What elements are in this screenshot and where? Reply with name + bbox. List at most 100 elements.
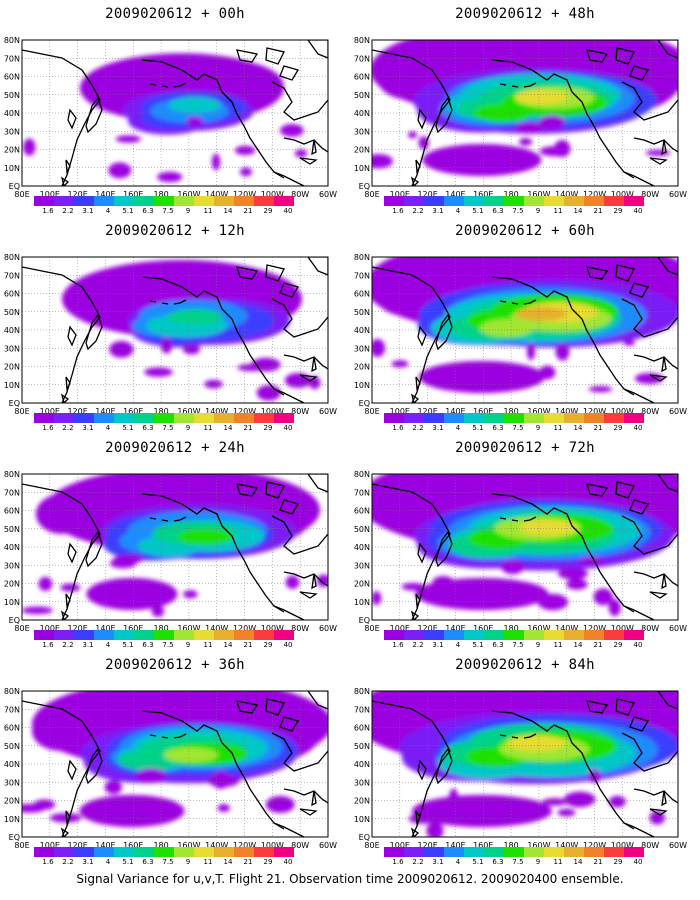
lat-label: 80N bbox=[4, 470, 20, 479]
colorbar-swatch bbox=[234, 413, 254, 423]
contour-region bbox=[608, 599, 621, 617]
lat-label: EQ bbox=[9, 616, 20, 625]
contour-region bbox=[133, 595, 157, 604]
colorbar-swatch bbox=[464, 847, 484, 857]
colorbar-swatch bbox=[34, 196, 54, 206]
colorbar-level: 2.2 bbox=[62, 858, 74, 866]
lat-label: 40N bbox=[354, 326, 370, 335]
colorbar-level: 21 bbox=[593, 207, 603, 215]
colorbar-swatch bbox=[504, 413, 524, 423]
colorbar-swatch bbox=[504, 847, 524, 857]
lat-label: EQ bbox=[9, 399, 20, 408]
colorbar-level: 3.1 bbox=[432, 641, 444, 649]
lon-label: 60W bbox=[319, 407, 337, 416]
colorbar-swatch bbox=[94, 413, 114, 423]
lat-label: 60N bbox=[4, 724, 20, 733]
colorbar-level: 29 bbox=[613, 858, 623, 866]
colorbar-level: 9 bbox=[185, 207, 191, 215]
lon-label: 140W bbox=[555, 407, 578, 416]
colorbar-swatch bbox=[54, 413, 74, 423]
lat-label: 80N bbox=[354, 687, 370, 696]
colorbar-level: 29 bbox=[263, 207, 273, 215]
coastline bbox=[649, 139, 668, 165]
colorbar-swatch bbox=[94, 196, 114, 206]
lon-label: 80W bbox=[641, 190, 659, 199]
variance-field bbox=[62, 260, 321, 401]
coastline bbox=[417, 542, 427, 564]
lon-label: 60W bbox=[669, 407, 687, 416]
map-panel: 2009020612 + 60h 80N 70N 60N 50N 40N 30N 20N 10N… bbox=[350, 217, 700, 435]
colorbar-level: 3.1 bbox=[82, 207, 94, 215]
lon-label: 100W bbox=[261, 841, 284, 850]
contour-region bbox=[449, 788, 459, 806]
lat-label: 80N bbox=[4, 36, 20, 45]
colorbar-swatch bbox=[254, 847, 274, 857]
lat-label: 60N bbox=[354, 724, 370, 733]
colorbar-level: 14 bbox=[223, 424, 233, 432]
lat-label: EQ bbox=[9, 182, 20, 191]
coastline bbox=[273, 137, 328, 186]
lon-label: 100E bbox=[40, 841, 60, 850]
colorbar-swatch bbox=[134, 847, 154, 857]
coastline bbox=[499, 299, 537, 305]
contour-region bbox=[645, 149, 671, 156]
colorbar-level: 3.1 bbox=[432, 858, 444, 866]
lon-label: 160E bbox=[123, 624, 143, 633]
contour-region bbox=[539, 146, 571, 157]
lat-label: 70N bbox=[354, 271, 370, 280]
lat-label: 70N bbox=[4, 271, 20, 280]
colorbar-level: 4 bbox=[455, 858, 461, 866]
coastline bbox=[435, 96, 453, 134]
colorbar-swatch bbox=[404, 847, 424, 857]
colorbar-level: 1.6 bbox=[42, 858, 54, 866]
coastline bbox=[141, 276, 285, 396]
coastline bbox=[22, 266, 101, 403]
colorbar-swatch bbox=[114, 847, 134, 857]
colorbar-swatch bbox=[424, 413, 444, 423]
lon-label: 180 bbox=[153, 407, 168, 416]
colorbar-level: 2.2 bbox=[412, 207, 424, 215]
coastline bbox=[435, 530, 453, 568]
coastline bbox=[623, 788, 678, 837]
colorbar-swatch bbox=[444, 630, 464, 640]
panel-title: 2009020612 + 00h bbox=[105, 6, 245, 22]
contour-region bbox=[60, 583, 81, 592]
lon-label: 80E bbox=[14, 624, 29, 633]
coastline bbox=[141, 59, 285, 179]
lon-label: 80E bbox=[14, 841, 29, 850]
map-panel: 2009020612 + 24h 80N 70N 60N 50N 40N 30N 20N 10N… bbox=[0, 434, 350, 652]
colorbar-swatch bbox=[274, 196, 294, 206]
colorbar-level: 1.6 bbox=[392, 641, 404, 649]
coastline bbox=[491, 493, 635, 613]
lon-label: 120E bbox=[67, 407, 87, 416]
colorbar-level: 4 bbox=[105, 641, 111, 649]
colorbar-level: 11 bbox=[553, 207, 563, 215]
colorbar-swatch bbox=[604, 847, 624, 857]
lon-label: 160W bbox=[527, 190, 550, 199]
contour-region bbox=[240, 167, 252, 177]
colorbar-swatch bbox=[274, 630, 294, 640]
coastline bbox=[417, 759, 427, 781]
colorbar-level: 11 bbox=[203, 424, 213, 432]
coastline bbox=[657, 474, 678, 493]
colorbar-level: 40 bbox=[283, 207, 293, 215]
lon-label: 120W bbox=[583, 624, 606, 633]
lat-label: 40N bbox=[4, 326, 20, 335]
lat-label: 10N bbox=[354, 164, 370, 173]
lon-label: 60W bbox=[319, 190, 337, 199]
lat-label: 60N bbox=[354, 73, 370, 82]
colorbar-swatch bbox=[524, 630, 544, 640]
contour-region bbox=[109, 340, 134, 358]
lon-label: 80E bbox=[14, 190, 29, 199]
coastline bbox=[271, 298, 328, 338]
colorbar-swatch bbox=[194, 196, 214, 206]
coastline bbox=[307, 474, 328, 493]
colorbar-swatch bbox=[134, 196, 154, 206]
coastline bbox=[22, 483, 101, 620]
colorbar-level: 14 bbox=[573, 207, 583, 215]
panel-title: 2009020612 + 36h bbox=[105, 657, 245, 673]
lat-label: 20N bbox=[4, 580, 20, 589]
contour-region bbox=[471, 154, 488, 161]
contour-region bbox=[32, 711, 92, 751]
